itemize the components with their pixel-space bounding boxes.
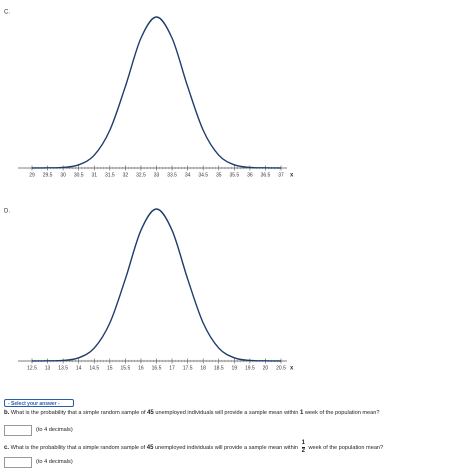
question-c: c. What is the probability that a simple…: [4, 440, 383, 455]
sample-size: 45: [147, 410, 154, 416]
x-tick-label: 29.5: [43, 172, 53, 178]
charts: C. 29 29.5 30 30.5 31 31.5 32 32.5 33 33.5 34 34.5 35…: [4, 10, 294, 372]
x-axis-label: x: [290, 366, 294, 372]
x-tick-label: 14.5: [89, 365, 99, 371]
x-tick-label: 31: [91, 172, 97, 178]
x-tick-label: 15.5: [121, 365, 131, 371]
question-letter: b.: [4, 410, 10, 416]
answer-dropdown[interactable]: - Select your answer -: [4, 399, 74, 407]
x-tick-label: 33.5: [167, 172, 177, 178]
question-text: What is the probability that a simple ra…: [10, 410, 146, 416]
x-tick-label: 36: [247, 172, 253, 178]
x-tick-label: 19.5: [245, 365, 255, 371]
x-tick-label: 31.5: [105, 172, 115, 178]
x-tick-label: 16.5: [152, 365, 162, 371]
answer-input[interactable]: [4, 457, 32, 468]
question-b: b. What is the probability that a simple…: [4, 410, 379, 416]
sample-size: 45: [146, 444, 154, 451]
x-tick-label: 36.5: [261, 172, 271, 178]
x-tick-label: 37: [278, 172, 284, 178]
x-tick-label: 34: [185, 172, 191, 178]
x-tick-label: 13.5: [58, 365, 68, 371]
x-tick-label: 17.5: [183, 365, 193, 371]
x-tick-label: 32: [123, 172, 129, 178]
x-tick-label: 14: [76, 365, 82, 371]
question-text: What is the probability that a simple ra…: [10, 444, 146, 451]
x-tick-label: 30: [60, 172, 66, 178]
x-tick-label: 35: [216, 172, 222, 178]
question-text: unemployed individuals will provide a sa…: [155, 410, 299, 416]
x-tick-label: 20.5: [276, 365, 286, 371]
x-tick-label: 20: [263, 365, 269, 371]
question-text: week of the population mean?: [304, 410, 380, 416]
x-tick-label: 19: [232, 365, 238, 371]
x-tick-label: 34.5: [198, 172, 208, 178]
hint: (to 4 decimals): [36, 459, 73, 465]
x-tick-label: 17: [169, 365, 175, 371]
numerator: 1: [301, 440, 305, 448]
answer-input[interactable]: [4, 425, 32, 436]
x-axis-label: x: [290, 173, 294, 179]
x-tick-label: 18: [200, 365, 206, 371]
chart-label: C.: [4, 10, 10, 16]
x-tick-label: 29: [29, 172, 35, 178]
question-letter: c.: [4, 444, 10, 451]
x-tick-label: 18.5: [214, 365, 224, 371]
density-curve: [31, 208, 282, 362]
x-tick-label: 30.5: [74, 172, 84, 178]
x-tick-label: 33: [154, 172, 160, 178]
x-tick-label: 12.5: [27, 365, 37, 371]
x-tick-label: 32.5: [136, 172, 146, 178]
chart-label: D.: [4, 209, 10, 215]
question-text: unemployed individuals will provide a sa…: [155, 444, 299, 451]
denominator: 2: [301, 448, 305, 454]
density-curve: [31, 16, 282, 169]
question-text: week of the population mean?: [308, 444, 384, 451]
within-value: 1: [299, 410, 304, 416]
x-tick-label: 16: [138, 365, 144, 371]
hint: (to 4 decimals): [36, 427, 73, 433]
x-tick-label: 15: [107, 365, 113, 371]
x-tick-label: 35.5: [229, 172, 239, 178]
x-tick-label: 13: [45, 365, 51, 371]
